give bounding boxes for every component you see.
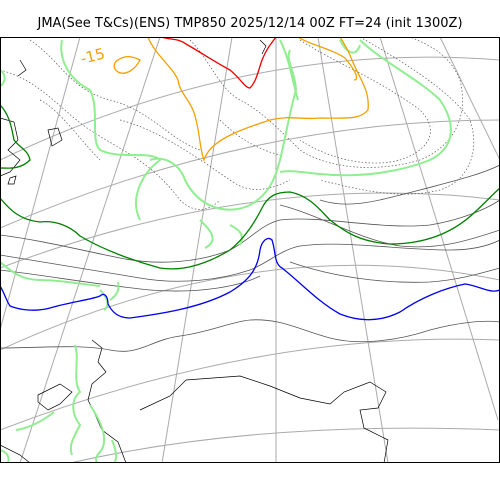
isotherms-dotted	[0, 37, 474, 210]
isotherm-green	[0, 104, 500, 270]
isotherm-red	[161, 37, 277, 89]
isotherms-orange	[113, 37, 369, 162]
contour-label: -15	[79, 44, 107, 67]
isotherms-lightgreen	[0, 39, 452, 463]
coastline	[0, 39, 389, 463]
chart-title: JMA(See T&Cs)(ENS) TMP850 2025/12/14 00Z…	[37, 16, 463, 31]
isotherms-gray	[0, 164, 500, 352]
isotherm-blue	[0, 237, 500, 321]
